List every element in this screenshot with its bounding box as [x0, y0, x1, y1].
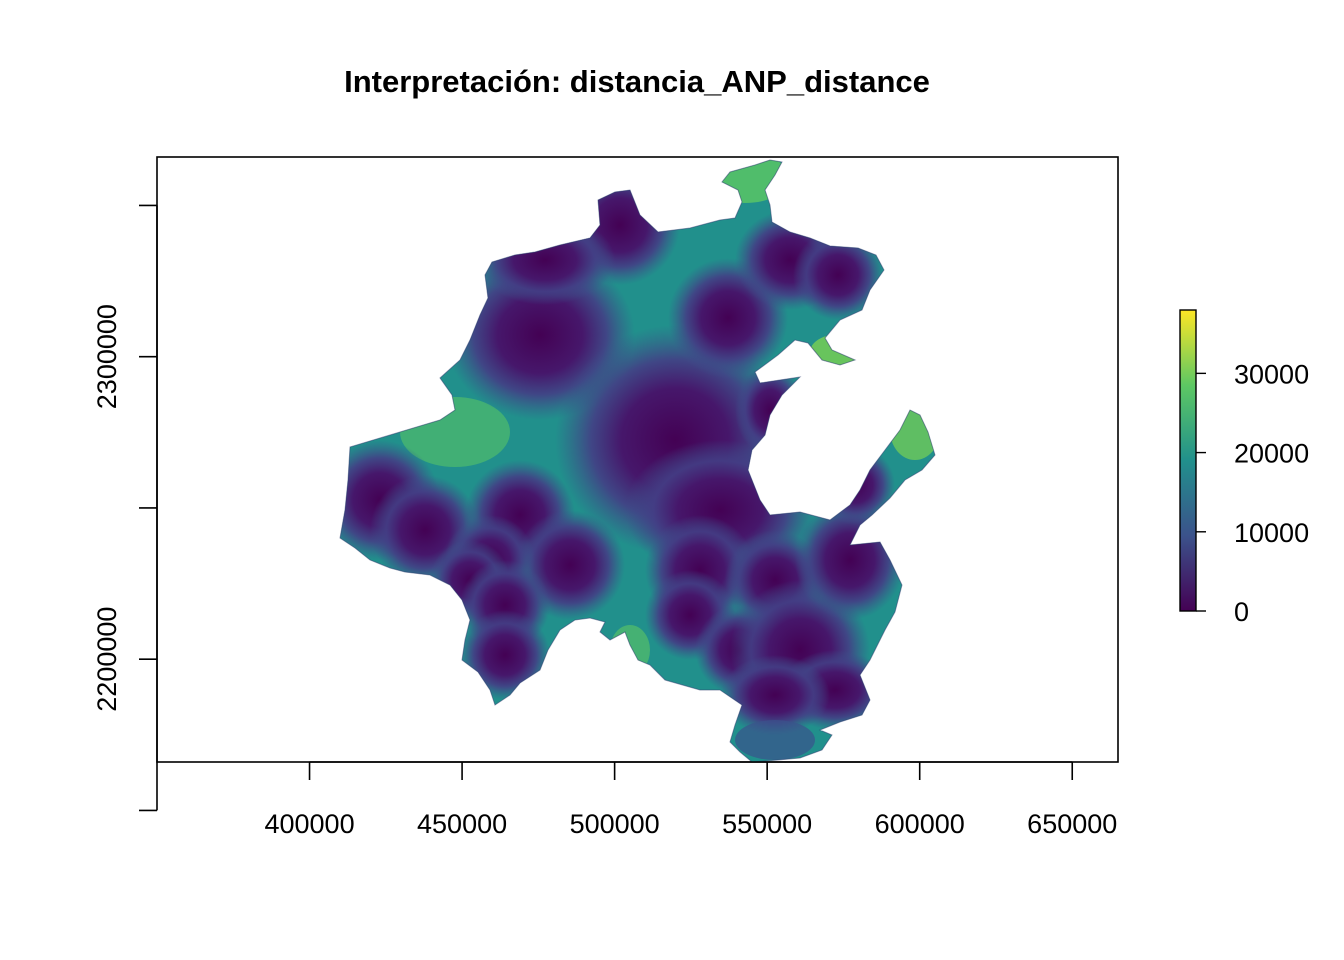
x-tick-label: 500000	[570, 809, 660, 839]
legend-tick-label: 0	[1234, 597, 1249, 627]
x-tick-label: 600000	[875, 809, 965, 839]
legend: 0 10000 20000 30000	[1179, 309, 1309, 627]
y-tick-label: 2300000	[92, 304, 122, 409]
x-tick-label: 650000	[1027, 809, 1117, 839]
distance-raster	[340, 160, 935, 762]
y-tick-label: 2200000	[92, 607, 122, 712]
legend-color-bar	[1179, 309, 1197, 612]
legend-tick-label: 10000	[1234, 518, 1309, 548]
legend-tick-label: 30000	[1234, 359, 1309, 389]
x-axis: 400000 450000 500000 550000 600000 650000	[264, 761, 1117, 839]
y-axis: 2200000 2300000	[92, 204, 158, 812]
plot-title: Interpretación: distancia_ANP_distance	[344, 64, 930, 99]
x-tick-label: 450000	[417, 809, 507, 839]
x-tick-label: 400000	[264, 809, 354, 839]
legend-tick-label: 20000	[1234, 439, 1309, 469]
x-tick-label: 550000	[722, 809, 812, 839]
